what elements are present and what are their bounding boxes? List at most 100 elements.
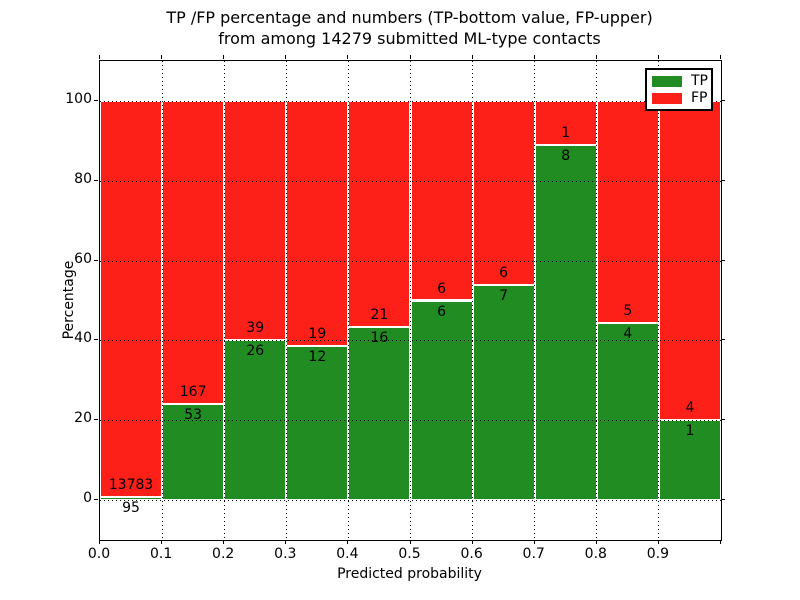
legend-row: FP bbox=[652, 90, 708, 106]
y-gridline bbox=[100, 260, 721, 262]
tp-count-label: 4 bbox=[623, 325, 633, 342]
x-tick-mark-top bbox=[409, 55, 411, 59]
y-axis-label: Percentage bbox=[61, 260, 77, 340]
x-tick-label: 0.2 bbox=[212, 546, 235, 562]
x-tick-mark-top bbox=[720, 55, 721, 59]
tp-count-label: 12 bbox=[308, 348, 327, 365]
chart-title-line1: TP /FP percentage and numbers (TP-bottom… bbox=[166, 8, 653, 27]
tp-count-label: 7 bbox=[499, 288, 509, 305]
x-tick-mark bbox=[471, 540, 473, 544]
x-tick-label: 0.5 bbox=[398, 546, 421, 562]
bar-segment-tp bbox=[348, 327, 411, 501]
x-gridline bbox=[472, 61, 474, 540]
tp-count-label: 95 bbox=[122, 500, 140, 517]
tp-count-label: 8 bbox=[561, 148, 571, 165]
y-tick-label: 60 bbox=[74, 250, 92, 267]
bar-segment-tp bbox=[100, 497, 163, 501]
y-tick-mark bbox=[94, 339, 98, 341]
x-gridline bbox=[285, 61, 287, 540]
fp-count-label: 21 bbox=[370, 307, 389, 324]
x-tick-mark bbox=[347, 540, 349, 544]
x-tick-mark bbox=[533, 540, 535, 544]
legend-swatch-fp bbox=[652, 92, 682, 104]
x-tick-mark-top bbox=[657, 55, 659, 59]
x-axis-label: Predicted probability bbox=[337, 566, 482, 582]
tp-count-label: 26 bbox=[246, 343, 265, 360]
x-tick-mark bbox=[99, 540, 100, 544]
chart-title-line2: from among 14279 submitted ML-type conta… bbox=[218, 29, 601, 48]
y-gridline bbox=[100, 180, 721, 182]
y-tick-mark bbox=[94, 419, 98, 421]
x-gridline bbox=[658, 61, 660, 540]
x-tick-label: 0.1 bbox=[149, 546, 173, 562]
y-tick-label: 80 bbox=[74, 170, 92, 187]
bar-segment-tp bbox=[658, 420, 721, 501]
tp-count-label: 16 bbox=[370, 330, 389, 347]
y-tick-mark-right bbox=[721, 259, 725, 261]
bar-segment-tp bbox=[410, 300, 473, 501]
fp-count-label: 13783 bbox=[108, 477, 154, 494]
x-tick-mark-top bbox=[223, 55, 225, 59]
tp-count-label: 53 bbox=[184, 406, 203, 423]
x-gridline bbox=[223, 61, 225, 540]
x-tick-mark-top bbox=[595, 55, 597, 59]
x-tick-label: 0.9 bbox=[646, 546, 670, 562]
x-tick-mark-top bbox=[533, 55, 535, 59]
chart-title: TP /FP percentage and numbers (TP-bottom… bbox=[99, 7, 720, 49]
bar-segment-fp bbox=[100, 100, 163, 498]
x-tick-mark-top bbox=[285, 55, 287, 59]
bar-segment-tp bbox=[162, 403, 225, 501]
y-tick-label: 40 bbox=[74, 330, 92, 347]
bar-segment-fp bbox=[286, 100, 349, 346]
y-tick-mark-right bbox=[721, 179, 725, 181]
x-tick-label: 0.3 bbox=[274, 546, 297, 562]
fp-count-label: 6 bbox=[499, 265, 509, 282]
plot-area: 13783 95 167 53 39 26 19 12 21 16 6 6 6 7 1 8 5 4 4 1 bbox=[99, 60, 722, 541]
y-tick-mark bbox=[94, 179, 98, 181]
bar-segment-fp bbox=[162, 100, 225, 404]
y-tick-mark-right bbox=[721, 339, 725, 341]
bar-segment-tp bbox=[596, 322, 659, 501]
x-tick-label: 0.0 bbox=[87, 546, 111, 562]
legend: TP FP bbox=[645, 68, 713, 111]
x-tick-mark-top bbox=[471, 55, 473, 59]
tp-count-label: 6 bbox=[437, 303, 447, 320]
bar-segment-tp bbox=[534, 145, 597, 501]
legend-label: TP bbox=[691, 73, 708, 89]
y-tick-mark bbox=[94, 99, 98, 101]
x-tick-mark bbox=[595, 540, 597, 544]
fp-count-label: 19 bbox=[308, 325, 327, 342]
x-tick-mark bbox=[720, 540, 721, 544]
x-tick-label: 0.8 bbox=[584, 546, 607, 562]
x-tick-mark bbox=[161, 540, 163, 544]
x-gridline bbox=[410, 61, 411, 540]
x-tick-mark-top bbox=[99, 55, 100, 59]
y-gridline bbox=[100, 340, 721, 342]
x-gridline bbox=[596, 61, 598, 540]
x-gridline bbox=[347, 61, 349, 540]
x-tick-mark-top bbox=[347, 55, 349, 59]
tp-count-label: 1 bbox=[685, 423, 695, 440]
fp-count-label: 39 bbox=[246, 320, 265, 337]
y-tick-mark-right bbox=[721, 499, 725, 501]
legend-label: FP bbox=[691, 90, 708, 106]
x-tick-mark bbox=[657, 540, 659, 544]
x-tick-mark bbox=[409, 540, 411, 544]
legend-swatch-tp bbox=[652, 75, 682, 87]
fp-count-label: 4 bbox=[685, 400, 695, 417]
fp-count-label: 5 bbox=[623, 302, 633, 319]
fp-count-label: 6 bbox=[437, 280, 447, 297]
bar-segment-fp bbox=[410, 100, 473, 301]
y-tick-mark bbox=[94, 259, 98, 261]
y-tick-mark bbox=[94, 499, 98, 501]
y-tick-label: 0 bbox=[83, 490, 92, 507]
bar-segment-fp bbox=[658, 100, 721, 421]
bar-segment-fp bbox=[224, 100, 287, 341]
y-tick-label: 20 bbox=[74, 410, 92, 427]
y-tick-mark-right bbox=[721, 99, 725, 101]
y-tick-label: 100 bbox=[65, 90, 92, 107]
x-gridline bbox=[534, 61, 536, 540]
fp-count-label: 1 bbox=[561, 125, 571, 142]
x-tick-mark-top bbox=[161, 55, 163, 59]
